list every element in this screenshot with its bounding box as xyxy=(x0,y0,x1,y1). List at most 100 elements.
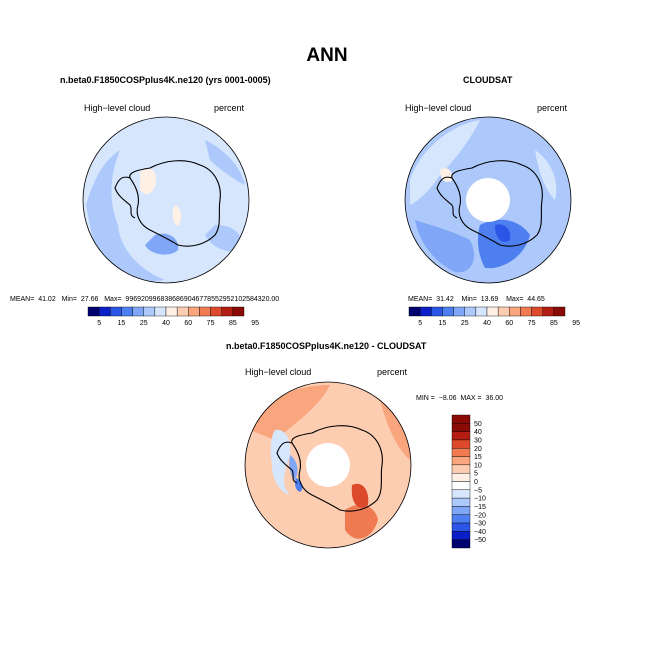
colorbar-swatch xyxy=(98,306,111,317)
colorbar-swatch xyxy=(475,306,488,317)
colorbar-label: 15 xyxy=(474,454,482,461)
main-title: ANN xyxy=(306,45,348,66)
colorbar-swatch xyxy=(451,464,471,474)
panel2-coastline xyxy=(436,160,543,247)
panel2-units: percent xyxy=(537,103,568,113)
colorbar-swatch xyxy=(199,306,211,317)
colorbar-label: 25 xyxy=(140,320,148,327)
colorbar-label: 30 xyxy=(474,437,482,444)
colorbar-swatch xyxy=(531,306,543,317)
panel1-units: percent xyxy=(214,103,245,113)
colorbar-label: 5 xyxy=(97,320,101,327)
colorbar-swatch xyxy=(451,531,471,540)
colorbar-swatch xyxy=(451,456,471,466)
colorbar-label: −5 xyxy=(474,487,482,494)
colorbar-swatch xyxy=(210,306,222,317)
panel2-map xyxy=(405,117,571,283)
panel3-title: n.beta0.F1850COSPplus4K.ne120 - CLOUDSAT xyxy=(226,341,427,351)
colorbar-swatch xyxy=(176,306,189,317)
colorbar-label: 60 xyxy=(184,320,192,327)
panel2-title: CLOUDSAT xyxy=(463,75,513,85)
panel2-colorbar: 5 15 25 40 60 75 85 95 xyxy=(408,306,580,327)
colorbar-swatch xyxy=(451,506,471,515)
colorbar-label: −40 xyxy=(474,529,486,536)
colorbar-swatch xyxy=(553,306,566,317)
colorbar-label: 0 xyxy=(474,479,478,486)
colorbar-label: −15 xyxy=(474,504,486,511)
panel1-variable: High−level cloud xyxy=(84,103,151,113)
colorbar-swatch xyxy=(188,306,200,317)
colorbar-label: 40 xyxy=(474,429,482,436)
colorbar-label: 5 xyxy=(474,471,478,478)
panel1-colorbar: 5 15 25 40 60 75 85 95 xyxy=(87,306,259,327)
colorbar-swatch xyxy=(451,522,471,532)
colorbar-label: −20 xyxy=(474,512,486,519)
colorbar-swatch xyxy=(497,306,510,317)
colorbar-swatch xyxy=(451,489,471,499)
colorbar-label: 75 xyxy=(528,320,536,327)
colorbar-swatch xyxy=(451,423,471,432)
panel3-outline xyxy=(244,381,412,549)
colorbar-swatch xyxy=(121,306,133,317)
colorbar-swatch xyxy=(442,306,454,317)
panel3-map xyxy=(245,382,411,548)
colorbar-label: 15 xyxy=(439,320,447,327)
colorbar-label: 10 xyxy=(474,462,482,469)
colorbar-swatch xyxy=(232,306,245,317)
panel1-stats: MEAN= 41.02 Min= 27.66 Max= 996920996838… xyxy=(10,296,280,303)
colorbar-swatch xyxy=(451,448,471,457)
colorbar-label: 5 xyxy=(418,320,422,327)
colorbar-swatch xyxy=(486,306,499,317)
panel1-outline xyxy=(82,116,250,284)
colorbar-swatch xyxy=(542,306,555,317)
colorbar-swatch xyxy=(143,306,156,317)
colorbar-label: 25 xyxy=(461,320,469,327)
colorbar-swatch xyxy=(132,306,144,317)
panel1-coastline xyxy=(114,160,221,247)
colorbar-swatch xyxy=(87,306,100,317)
colorbar-swatch xyxy=(154,306,167,317)
panel2-stats: MEAN= 31.42 Min= 13.69 Max= 44.65 xyxy=(408,296,545,303)
colorbar-swatch xyxy=(451,539,471,549)
colorbar-swatch xyxy=(453,306,465,317)
colorbar-label: 75 xyxy=(207,320,215,327)
colorbar-label: −50 xyxy=(474,537,486,544)
colorbar-swatch xyxy=(520,306,532,317)
colorbar-swatch xyxy=(408,306,421,317)
panel1-title: n.beta0.F1850COSPplus4K.ne120 (yrs 0001-… xyxy=(60,75,271,85)
colorbar-label: 60 xyxy=(505,320,513,327)
colorbar-swatch xyxy=(451,514,471,524)
colorbar-swatch xyxy=(509,306,521,317)
colorbar-swatch xyxy=(419,306,432,317)
colorbar-label: 15 xyxy=(118,320,126,327)
colorbar-label: 95 xyxy=(572,320,580,327)
colorbar-swatch xyxy=(451,431,471,441)
colorbar-label: 85 xyxy=(229,320,237,327)
colorbar-swatch xyxy=(451,439,471,449)
colorbar-label: −10 xyxy=(474,496,486,503)
panel3-units: percent xyxy=(377,367,408,377)
colorbar-swatch xyxy=(451,497,471,507)
colorbar-label: 85 xyxy=(550,320,558,327)
colorbar-swatch xyxy=(451,414,471,424)
colorbar-swatch xyxy=(431,306,443,317)
colorbar-swatch xyxy=(221,306,234,317)
colorbar-swatch xyxy=(451,481,471,491)
panel2-outline xyxy=(404,116,572,284)
panel3-variable: High−level cloud xyxy=(245,367,312,377)
panel3-coastline xyxy=(276,425,383,512)
panel1-map xyxy=(83,117,249,283)
colorbar-label: 50 xyxy=(474,421,482,428)
colorbar-label: −30 xyxy=(474,521,486,528)
colorbar-swatch xyxy=(464,306,477,317)
colorbar-swatch xyxy=(110,306,122,317)
colorbar-label: 40 xyxy=(162,320,170,327)
colorbar-label: 40 xyxy=(483,320,491,327)
colorbar-label: 20 xyxy=(474,446,482,453)
panel2-variable: High−level cloud xyxy=(405,103,472,113)
colorbar-label: 95 xyxy=(251,320,259,327)
colorbar-swatch xyxy=(165,306,178,317)
panel3-stats: MIN = −8.06 MAX = 36.00 xyxy=(416,395,503,402)
